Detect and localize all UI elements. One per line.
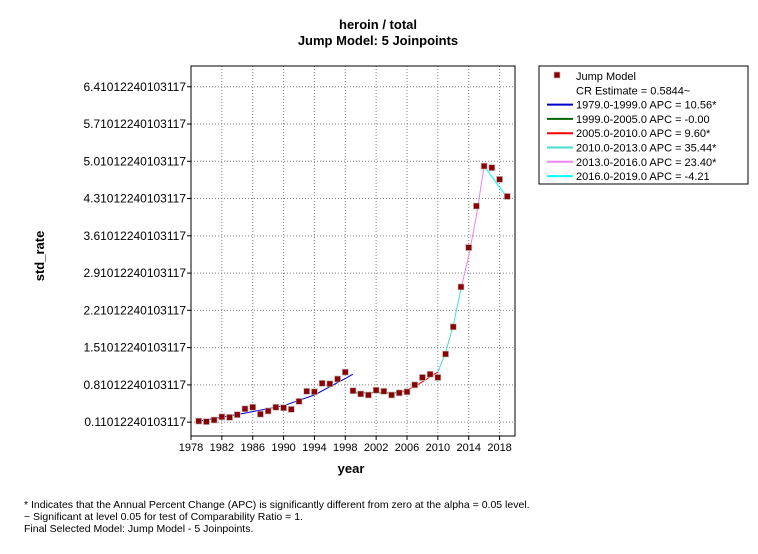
x-tick-label: 2010: [426, 442, 450, 454]
x-tick-label: 1998: [333, 442, 357, 454]
legend-cr-estimate: CR Estimate = 0.5844~: [576, 85, 690, 97]
legend-label-segment-1: 1979.0-1999.0 APC = 10.56*: [576, 100, 717, 112]
x-axis-label: year: [338, 461, 365, 476]
plot-area: 1978 1982 1986 1990 1994 1998 2002 2006 2010 2014…: [83, 65, 516, 454]
data-point: [434, 374, 442, 381]
data-point: [395, 389, 403, 397]
plot-frame: [190, 65, 516, 437]
footnote-apc: * Indicates that the Annual Percent Chan…: [24, 499, 530, 511]
segment-line-6: [483, 165, 508, 198]
x-tick-label: 1982: [210, 442, 234, 454]
data-point: [226, 414, 233, 421]
y-tick-label: 2.21012240103117: [83, 303, 186, 317]
data-point: [326, 380, 334, 388]
data-point: [272, 403, 280, 411]
x-tick-label: 1990: [271, 442, 295, 454]
legend-label-segment-5: 2013.0-2016.0 APC = 23.40*: [576, 157, 717, 169]
x-tick-label: 2018: [487, 442, 511, 454]
data-point: [218, 413, 226, 421]
legend-label-segment-2: 1999.0-2005.0 APC = -0.00: [576, 114, 710, 126]
data-point: [503, 193, 511, 200]
data-point: [496, 176, 503, 183]
data-point: [334, 375, 341, 383]
y-tick-label: 5.71012240103117: [83, 117, 186, 131]
x-tick-label: 2002: [364, 442, 388, 454]
data-point: [380, 387, 388, 395]
data-point: [349, 387, 357, 395]
plot-background: [191, 66, 515, 436]
y-axis-label: std_rate: [32, 231, 47, 282]
data-point: [488, 164, 496, 172]
data-point: [318, 379, 326, 387]
chart-title: heroin / total: [339, 17, 417, 32]
data-point: [426, 370, 434, 378]
chart-subtitle: Jump Model: 5 Joinpoints: [298, 33, 458, 48]
data-point: [388, 391, 395, 399]
x-tick-label: 1986: [240, 442, 264, 454]
footnote-cr: ~ Significant at level 0.05 for test of …: [24, 511, 303, 523]
data-point: [480, 162, 488, 170]
y-tick-label: 6.41012240103117: [83, 80, 186, 94]
data-point: [465, 244, 473, 251]
data-point: [442, 350, 449, 358]
y-tick-label: 0.11012240103117: [84, 415, 186, 429]
data-point: [473, 202, 480, 210]
footnote-model: Final Selected Model: Jump Model - 5 Joi…: [24, 523, 254, 535]
data-point: [210, 416, 218, 424]
data-point: [411, 381, 419, 389]
data-point: [357, 390, 365, 398]
y-tick-label: 0.81012240103117: [83, 378, 186, 392]
data-point: [311, 388, 318, 396]
segment-line-4: [437, 288, 462, 373]
legend-label-segment-3: 2005.0-2010.0 APC = 9.60*: [576, 128, 711, 140]
footnotes: * Indicates that the Annual Percent Chan…: [24, 499, 530, 535]
data-point: [280, 404, 287, 412]
legend-box: [538, 65, 749, 185]
x-tick-label: 2006: [395, 442, 419, 454]
data-point: [241, 405, 249, 413]
data-point: [295, 398, 303, 405]
segment-line-5: [460, 166, 485, 289]
data-point: [449, 323, 457, 331]
x-tick-label: 1978: [179, 442, 203, 454]
y-tick-label: 5.01012240103117: [83, 154, 186, 168]
legend: Jump Model CR Estimate = 0.5844~ 1979.0-19…: [538, 65, 749, 185]
y-tick-label: 2.91012240103117: [83, 266, 186, 280]
y-tick-label: 4.31012240103117: [83, 192, 186, 206]
data-point: [233, 411, 241, 419]
data-point: [303, 387, 311, 395]
x-tick-label: 2014: [456, 442, 480, 454]
data-point: [287, 406, 295, 413]
x-tick-label: 1994: [302, 442, 326, 454]
data-point: [372, 386, 380, 394]
data-point: [419, 374, 426, 381]
data-point: [264, 407, 272, 415]
data-point: [341, 368, 349, 376]
legend-marker-jump-model: [553, 71, 561, 79]
data-point: [257, 410, 264, 418]
data-point: [249, 403, 257, 411]
data-point: [195, 417, 203, 425]
data-point: [365, 391, 372, 399]
data-point: [403, 388, 411, 396]
data-point: [457, 283, 465, 291]
legend-label-jump-model: Jump Model: [576, 71, 636, 83]
y-tick-label: 1.51012240103117: [83, 341, 186, 355]
legend-label-segment-6: 2016.0-2019.0 APC = -4.21: [576, 171, 710, 183]
legend-label-segment-4: 2010.0-2013.0 APC = 35.44*: [576, 143, 717, 155]
y-tick-label: 3.61012240103117: [83, 229, 186, 243]
data-point: [203, 418, 210, 425]
